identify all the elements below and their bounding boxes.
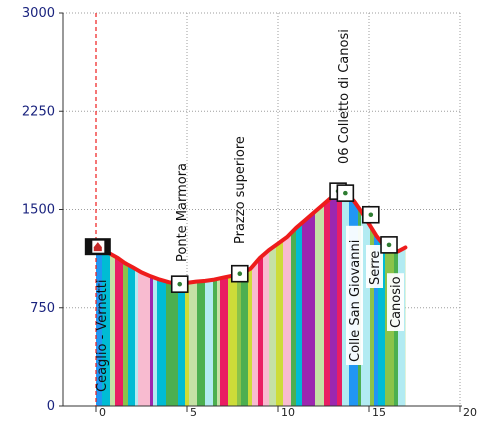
elevation-stripe [405, 191, 406, 406]
elevation-stripe [197, 191, 206, 406]
waypoint-label-box [366, 245, 383, 288]
elevation-stripe [166, 191, 175, 406]
elevation-stripe [102, 191, 111, 406]
waypoint-label-group: Serre [366, 245, 383, 288]
waypoint-dot [237, 271, 243, 276]
waypoint-label: Ponte Marmora [175, 163, 190, 262]
elevation-stripe [291, 191, 297, 406]
elevation-stripe [378, 191, 386, 406]
y-tick-label: 1500 [22, 203, 55, 218]
waypoint-label: Ceaglio - Vernetti [95, 280, 110, 392]
elevation-stripe [138, 191, 142, 406]
elevation-stripe [141, 191, 151, 406]
elevation-stripe [185, 191, 190, 406]
x-axis-ticks: 0 5 10 15 20 [95, 406, 477, 419]
elevation-stripe [324, 191, 331, 406]
elevation-stripe [150, 191, 154, 406]
elevation-stripe [128, 191, 136, 406]
elevation-stripe [213, 191, 218, 406]
elevation-stripe [283, 191, 292, 406]
y-tick-label: 0 [47, 399, 55, 414]
elevation-stripe [342, 191, 350, 406]
elevation-stripe [252, 191, 259, 406]
elevation-stripe [205, 191, 214, 406]
elevation-stripe [337, 191, 343, 406]
elevation-stripe [241, 191, 249, 406]
elevation-stripe [310, 191, 316, 406]
waypoint-label-group: Ponte Marmora [175, 163, 190, 262]
waypoint-label: Canosio [389, 276, 404, 328]
waypoint-dot [386, 242, 392, 248]
elevation-stripe [217, 191, 221, 406]
elevation-stripe [157, 191, 167, 406]
elevation-stripe [220, 191, 229, 406]
waypoint-label-group: Prazzo superiore [233, 136, 248, 244]
waypoints: Ceaglio - Vernetti Ponte Marmora Prazzo su… [84, 29, 404, 392]
elevation-stripe [115, 191, 124, 406]
elevation-stripe [96, 191, 103, 406]
elevation-stripe [276, 191, 284, 406]
waypoint-dot [343, 190, 348, 196]
elevation-stripe [315, 191, 325, 406]
waypoint-label-group: Colle San Giovanni [346, 225, 363, 365]
x-tick-label: 0 [99, 406, 106, 419]
elevation-stripe [248, 191, 253, 406]
elevation-stripe [258, 191, 264, 406]
waypoint-label-group: Canosio [387, 273, 404, 331]
elevation-stripe [263, 191, 270, 406]
elevation-stripe [123, 191, 129, 406]
elevation-stripe [237, 191, 242, 406]
y-tick-label: 750 [30, 301, 55, 316]
x-tick-label: 15 [372, 406, 386, 419]
waypoint-label-group: Ceaglio - Vernetti [95, 280, 110, 392]
waypoint-label: 06 Colletto di Canosi [337, 29, 352, 164]
elevation-stripe [370, 191, 375, 406]
elevation-stripe [174, 191, 179, 406]
elevation-stripe [110, 191, 116, 406]
elevation-stripe [374, 191, 379, 406]
home-icon [93, 242, 102, 252]
waypoint-label: Serre [368, 251, 383, 285]
waypoint-label: Colle San Giovanni [348, 240, 363, 362]
x-tick-label: 10 [281, 406, 295, 419]
elevation-profile-line [94, 189, 408, 287]
elevation-stripe [178, 191, 186, 406]
waypoint-dot [177, 281, 183, 287]
y-axis-ticks: 0 750 1500 2250 3000 [22, 6, 63, 414]
x-tick-label: 20 [463, 406, 477, 419]
elevation-stripe [135, 191, 139, 406]
x-tick-label: 5 [190, 406, 197, 419]
waypoint-label-box [346, 225, 363, 365]
waypoint-label-box [387, 273, 404, 331]
elevation-stripe [153, 191, 158, 406]
elevation-stripe [296, 191, 303, 406]
waypoint-label: Prazzo superiore [233, 136, 248, 244]
waypoint-dot [368, 212, 374, 218]
elevation-stripe [302, 191, 311, 406]
waypoint-label-group: 06 Colletto di Canosi [337, 29, 352, 164]
y-tick-label: 2250 [22, 104, 55, 119]
elevation-stripe [330, 191, 338, 406]
elevation-stripe [361, 191, 371, 406]
elevation-stripe [269, 191, 277, 406]
elevation-stripe [189, 191, 198, 406]
y-tick-label: 3000 [22, 6, 55, 21]
elevation-stripe [228, 191, 238, 406]
